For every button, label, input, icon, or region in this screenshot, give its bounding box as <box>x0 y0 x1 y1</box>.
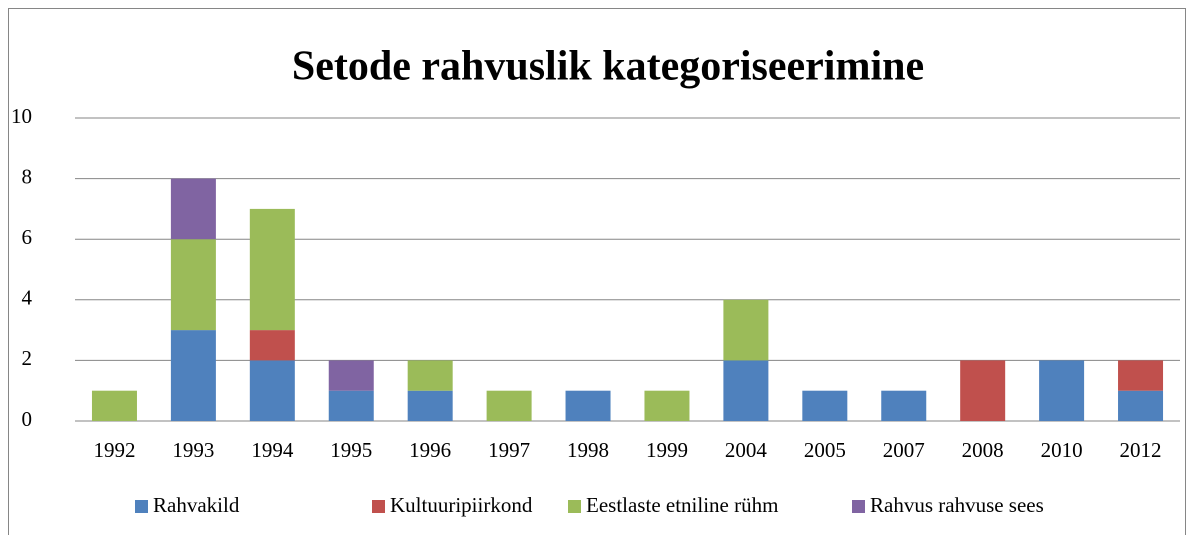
chart-title: Setode rahvuslik kategoriseerimine <box>292 44 924 90</box>
bar-segment <box>407 360 453 391</box>
bar-segment <box>802 390 848 421</box>
bar-segment <box>960 360 1006 421</box>
legend-label: Rahvakild <box>153 493 240 517</box>
legend-label: Kultuuripiirkond <box>390 493 533 517</box>
x-tick-label: 2004 <box>725 438 768 462</box>
x-tick-label: 2010 <box>1041 438 1083 462</box>
x-tick-label: 2005 <box>804 438 846 462</box>
bar-segment <box>723 360 769 421</box>
bar-segment <box>1118 360 1164 391</box>
bar-segment <box>170 330 216 421</box>
bar-segment <box>1039 360 1085 421</box>
bar-segment <box>328 360 374 391</box>
bar-segment <box>407 390 453 421</box>
y-tick-label: 6 <box>22 225 33 249</box>
y-tick-label: 0 <box>22 407 33 431</box>
x-tick-label: 1993 <box>172 438 214 462</box>
x-tick-label: 1992 <box>93 438 135 462</box>
bar-segment <box>249 208 295 331</box>
bar-segment <box>565 390 611 421</box>
bar-segment <box>486 390 532 421</box>
bar-segment <box>249 330 295 361</box>
bar-segment <box>723 299 769 361</box>
y-tick-label: 4 <box>22 286 33 310</box>
legend-swatch <box>568 500 581 513</box>
legend-label: Rahvus rahvuse sees <box>870 493 1044 517</box>
x-tick-label: 1994 <box>251 438 294 462</box>
bar-segment <box>644 390 690 421</box>
x-tick-label: 2007 <box>883 438 925 462</box>
legend-label: Eestlaste etniline rühm <box>586 493 778 517</box>
x-tick-label: 1998 <box>567 438 609 462</box>
bar-segment <box>328 390 374 421</box>
y-tick-label: 10 <box>11 104 32 128</box>
bar-segment <box>170 239 216 331</box>
bar-segment <box>881 390 927 421</box>
chart-frame <box>8 8 1186 535</box>
bar-segment <box>170 178 216 240</box>
legend-swatch <box>372 500 385 513</box>
legend-swatch <box>852 500 865 513</box>
x-tick-label: 1995 <box>330 438 372 462</box>
legend-swatch <box>135 500 148 513</box>
x-tick-label: 2008 <box>962 438 1004 462</box>
bar-segment <box>91 390 137 421</box>
x-tick-label: 2012 <box>1120 438 1162 462</box>
x-tick-label: 1999 <box>646 438 688 462</box>
x-tick-label: 1996 <box>409 438 451 462</box>
bar-segment <box>1118 390 1164 421</box>
y-tick-label: 2 <box>22 346 33 370</box>
y-tick-label: 8 <box>22 164 33 188</box>
x-tick-label: 1997 <box>488 438 530 462</box>
bar-segment <box>249 360 295 421</box>
